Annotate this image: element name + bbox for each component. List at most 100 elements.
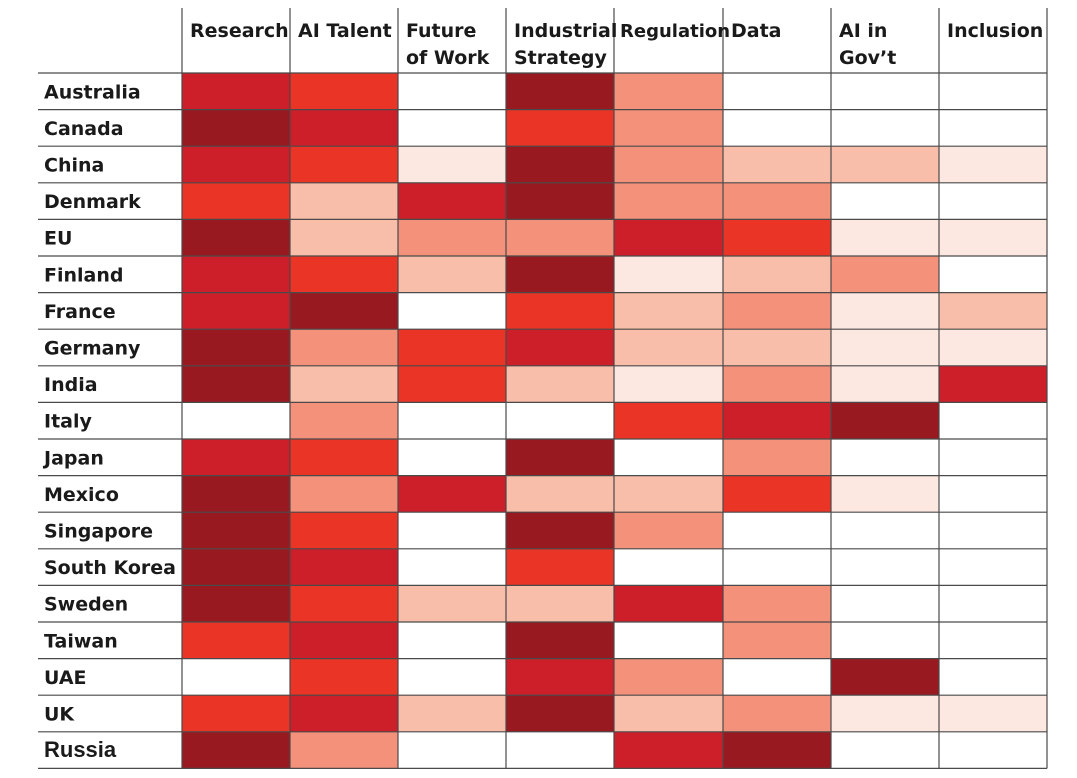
cell-italy-regulation bbox=[614, 402, 723, 439]
cell-russia-inclusion bbox=[939, 731, 1047, 769]
cell-uae-research bbox=[182, 658, 290, 696]
cell-uae-inclusion bbox=[939, 658, 1047, 696]
cell-uk-regulation bbox=[614, 695, 723, 732]
row-label-india: India bbox=[44, 374, 98, 396]
cell-singapore-research bbox=[182, 512, 290, 549]
cell-canada-data bbox=[723, 109, 831, 147]
cell-germany-ai-in-gov-t bbox=[831, 329, 939, 366]
cell-canada-ai-in-gov-t bbox=[831, 109, 939, 147]
heatmap-cells bbox=[182, 73, 1047, 769]
cell-mexico-regulation bbox=[614, 475, 723, 513]
row-label-mexico: Mexico bbox=[44, 484, 119, 506]
cell-singapore-future-of-work bbox=[398, 512, 506, 549]
cell-denmark-ai-in-gov-t bbox=[831, 182, 939, 220]
cell-india-ai-in-gov-t bbox=[831, 365, 939, 403]
cell-japan-ai-talent bbox=[290, 439, 398, 476]
row-label-south-korea: South Korea bbox=[44, 557, 176, 579]
cell-finland-data bbox=[723, 256, 831, 293]
cell-japan-future-of-work bbox=[398, 439, 506, 476]
cell-japan-inclusion bbox=[939, 439, 1047, 476]
cell-canada-research bbox=[182, 109, 290, 147]
cell-russia-regulation bbox=[614, 731, 723, 769]
row-label-italy: Italy bbox=[44, 411, 92, 433]
cell-russia-data bbox=[723, 731, 831, 769]
row-label-uk: UK bbox=[44, 704, 75, 726]
cell-sweden-regulation bbox=[614, 585, 723, 622]
row-label-germany: Germany bbox=[44, 338, 141, 360]
column-label-ai-talent: AI Talent bbox=[298, 20, 392, 42]
cell-france-ai-talent bbox=[290, 292, 398, 330]
cell-italy-future-of-work bbox=[398, 402, 506, 439]
cell-france-inclusion bbox=[939, 292, 1047, 330]
cell-china-regulation bbox=[614, 146, 723, 183]
cell-china-industrial-strategy bbox=[506, 146, 614, 183]
cell-japan-industrial-strategy bbox=[506, 439, 614, 476]
cell-eu-ai-talent bbox=[290, 219, 398, 256]
cell-germany-ai-talent bbox=[290, 329, 398, 366]
cell-sweden-industrial-strategy bbox=[506, 585, 614, 622]
cell-india-inclusion bbox=[939, 365, 1047, 403]
row-label-russia: Russia bbox=[44, 737, 117, 762]
column-label-inclusion: Inclusion bbox=[947, 20, 1043, 42]
cell-germany-data bbox=[723, 329, 831, 366]
cell-india-ai-talent bbox=[290, 365, 398, 403]
row-label-australia: Australia bbox=[44, 81, 141, 103]
cell-denmark-data bbox=[723, 182, 831, 220]
cell-italy-research bbox=[182, 402, 290, 439]
cell-canada-ai-talent bbox=[290, 109, 398, 147]
cell-finland-ai-talent bbox=[290, 256, 398, 293]
cell-france-research bbox=[182, 292, 290, 330]
heatmap-grid bbox=[38, 8, 1048, 770]
row-label-japan: Japan bbox=[42, 447, 104, 469]
cell-china-future-of-work bbox=[398, 146, 506, 183]
cell-india-regulation bbox=[614, 365, 723, 403]
cell-australia-inclusion bbox=[939, 73, 1047, 110]
cell-france-ai-in-gov-t bbox=[831, 292, 939, 330]
cell-canada-regulation bbox=[614, 109, 723, 147]
row-labels: Australia Canada China Denmark EU Finland Fran… bbox=[42, 81, 176, 762]
cell-denmark-industrial-strategy bbox=[506, 182, 614, 220]
cell-south-korea-industrial-strategy bbox=[506, 548, 614, 586]
cell-singapore-ai-talent bbox=[290, 512, 398, 549]
cell-finland-inclusion bbox=[939, 256, 1047, 293]
cell-south-korea-ai-in-gov-t bbox=[831, 548, 939, 586]
cell-uae-ai-in-gov-t bbox=[831, 658, 939, 696]
cell-south-korea-inclusion bbox=[939, 548, 1047, 586]
cell-eu-inclusion bbox=[939, 219, 1047, 256]
cell-russia-industrial-strategy bbox=[506, 731, 614, 769]
cell-finland-future-of-work bbox=[398, 256, 506, 293]
cell-sweden-data bbox=[723, 585, 831, 622]
column-labels: Research AI Talent Future of Work Industrial… bbox=[190, 20, 1043, 69]
cell-south-korea-future-of-work bbox=[398, 548, 506, 586]
cell-uk-research bbox=[182, 695, 290, 732]
cell-australia-industrial-strategy bbox=[506, 73, 614, 110]
cell-finland-industrial-strategy bbox=[506, 256, 614, 293]
cell-taiwan-data bbox=[723, 622, 831, 659]
cell-canada-inclusion bbox=[939, 109, 1047, 147]
cell-denmark-ai-talent bbox=[290, 182, 398, 220]
cell-germany-research bbox=[182, 329, 290, 366]
cell-taiwan-industrial-strategy bbox=[506, 622, 614, 659]
cell-china-ai-talent bbox=[290, 146, 398, 183]
cell-germany-regulation bbox=[614, 329, 723, 366]
cell-taiwan-research bbox=[182, 622, 290, 659]
cell-uk-future-of-work bbox=[398, 695, 506, 732]
cell-sweden-inclusion bbox=[939, 585, 1047, 622]
cell-uae-industrial-strategy bbox=[506, 658, 614, 696]
column-label-future-of-work: Future of Work bbox=[406, 20, 490, 69]
cell-australia-regulation bbox=[614, 73, 723, 110]
cell-singapore-ai-in-gov-t bbox=[831, 512, 939, 549]
cell-italy-inclusion bbox=[939, 402, 1047, 439]
cell-eu-ai-in-gov-t bbox=[831, 219, 939, 256]
cell-finland-research bbox=[182, 256, 290, 293]
cell-taiwan-future-of-work bbox=[398, 622, 506, 659]
cell-india-data bbox=[723, 365, 831, 403]
column-label-data: Data bbox=[731, 20, 782, 42]
cell-south-korea-regulation bbox=[614, 548, 723, 586]
cell-russia-research bbox=[182, 731, 290, 769]
column-label-regulation: Regulation bbox=[620, 21, 730, 42]
cell-russia-future-of-work bbox=[398, 731, 506, 769]
cell-germany-inclusion bbox=[939, 329, 1047, 366]
cell-singapore-industrial-strategy bbox=[506, 512, 614, 549]
